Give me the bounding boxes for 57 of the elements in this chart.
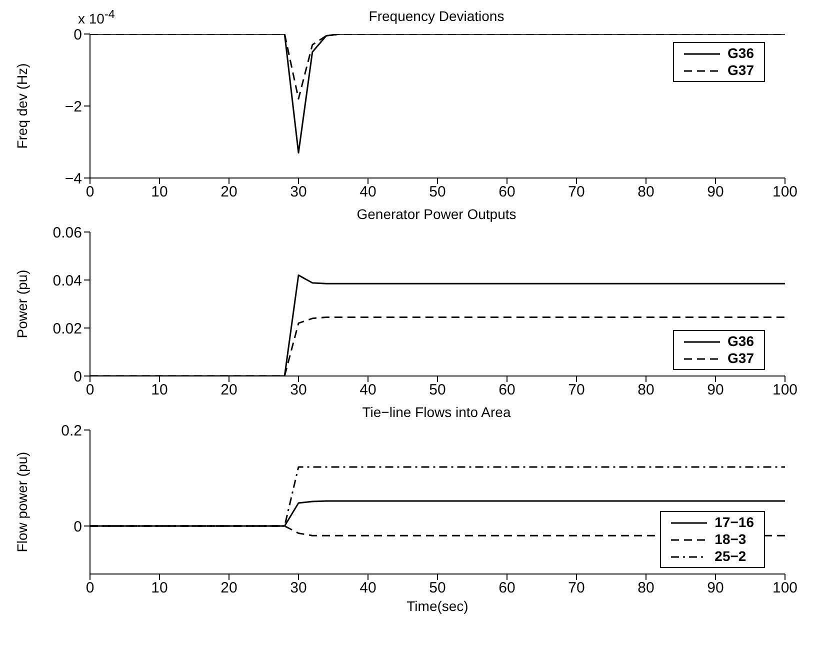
x-tick-label: 100: [772, 580, 798, 597]
x-tick-label: 50: [429, 184, 446, 201]
legend-label: G37: [728, 350, 754, 367]
x-tick-label: 30: [290, 580, 307, 597]
x-tick-label: 100: [772, 184, 798, 201]
chart-title: Generator Power Outputs: [356, 206, 518, 224]
x-tick-label: 70: [568, 382, 585, 399]
x-tick-label: 80: [638, 382, 654, 399]
x-tick-label: 0: [86, 580, 94, 597]
x-tick-label: 80: [638, 184, 654, 201]
y-axis-title: Flow power (pu): [14, 452, 30, 552]
x-tick-label: 40: [360, 184, 376, 201]
x-tick-label: 90: [707, 382, 724, 399]
legend-label: 17−16: [714, 514, 754, 531]
legend-label: G36: [728, 45, 754, 62]
x-tick-label: 50: [429, 382, 446, 399]
x-tick-label: 80: [638, 580, 654, 597]
x-tick-label: 40: [360, 580, 376, 597]
legend-label: G36: [728, 333, 754, 350]
x-tick-label: 60: [498, 184, 516, 201]
x-tick-label: 90: [707, 580, 724, 597]
legend-label: 18−3: [714, 531, 746, 548]
y-axis-title: Freq dev (Hz): [14, 63, 30, 149]
legend-label: 25−2: [714, 548, 746, 565]
x-tick-label: 20: [220, 580, 238, 597]
text: x 10$^{-4}$: [78, 8, 115, 27]
y-tick-label: 0: [74, 368, 82, 386]
chart-title: Tie−line Flows into Area: [361, 404, 512, 422]
x-tick-label: 20: [220, 382, 238, 399]
x-tick-label: 0: [86, 184, 94, 201]
x-tick-label: 100: [772, 382, 798, 399]
y-tick-label: 0.04: [52, 272, 82, 290]
y-tick-label: 0.02: [52, 320, 82, 338]
x-tick-label: 40: [360, 382, 376, 399]
x-tick-label: 50: [429, 580, 446, 597]
y-axis-title: Power (pu): [14, 270, 30, 338]
y-tick-label: 0: [74, 518, 82, 536]
x-tick-label: 70: [568, 184, 585, 201]
x-tick-label: 10: [151, 580, 168, 597]
y-tick-label: −2: [64, 98, 82, 116]
x-tick-label: 90: [707, 184, 724, 201]
x-tick-label: 70: [568, 580, 585, 597]
x-tick-label: 30: [290, 382, 307, 399]
chart-title: Frequency Deviations: [368, 8, 504, 24]
x-axis-title: Time(sec): [406, 598, 468, 614]
y-tick-label: 0.06: [52, 224, 82, 242]
x-tick-label: 10: [151, 184, 168, 201]
x-tick-label: 60: [498, 382, 516, 399]
x-tick-label: 0: [86, 382, 94, 399]
x-tick-label: 10: [151, 382, 168, 399]
y-tick-label: −4: [64, 170, 82, 188]
x-tick-label: 60: [498, 580, 516, 597]
y-tick-label: 0: [74, 26, 82, 44]
x-tick-label: 20: [220, 184, 238, 201]
y-tick-label: 0.2: [61, 422, 82, 440]
legend-label: G37: [728, 62, 754, 79]
x-tick-label: 30: [290, 184, 307, 201]
